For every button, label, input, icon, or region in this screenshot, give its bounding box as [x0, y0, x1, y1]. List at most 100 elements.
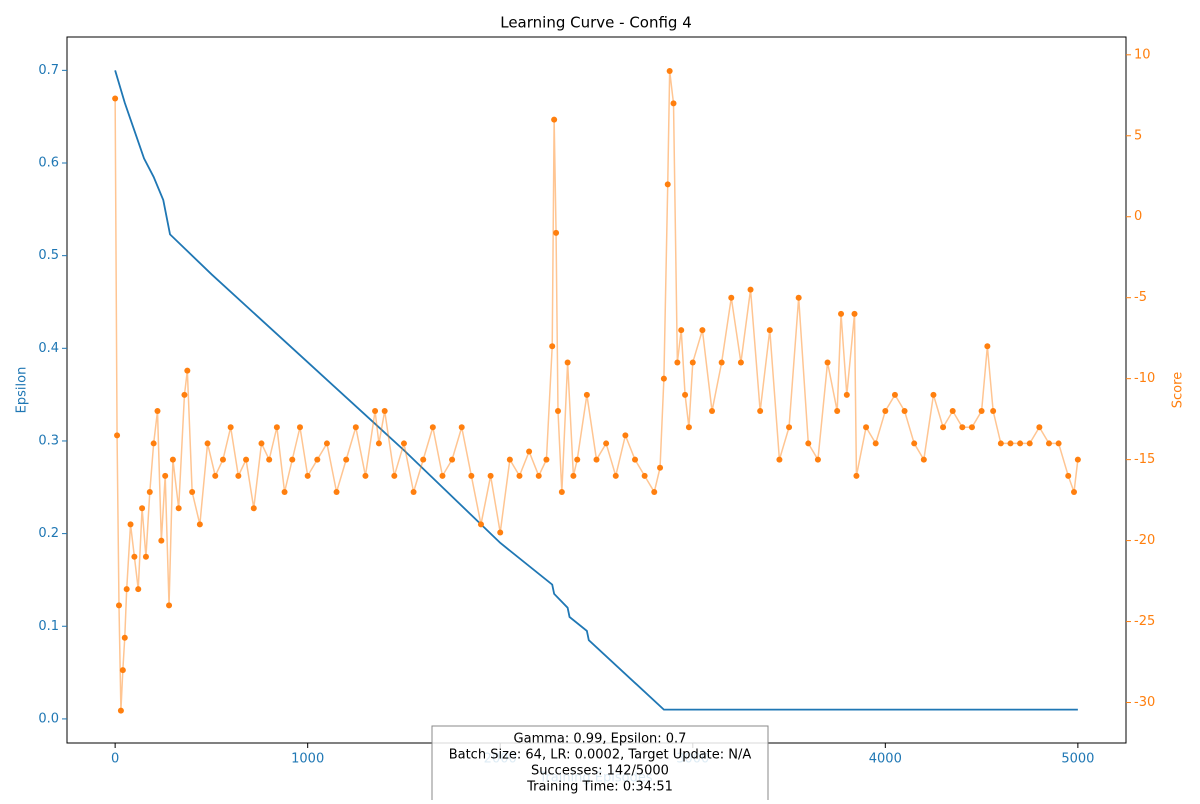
- score-point: [766, 327, 773, 334]
- score-point: [959, 424, 966, 431]
- series-line: [114, 70, 1079, 711]
- score-point: [131, 553, 138, 560]
- y2-tick-label: 0: [1134, 209, 1142, 224]
- score-point: [612, 472, 619, 479]
- y-tick-label: 0.6: [38, 156, 59, 171]
- score-point: [949, 408, 956, 415]
- y-tick-label: 0.0: [38, 711, 59, 726]
- score-point: [795, 294, 802, 301]
- chart-title: Learning Curve - Config 4: [500, 14, 692, 32]
- score-point: [1017, 440, 1024, 447]
- annotation-line: Successes: 142/5000: [531, 764, 669, 779]
- y-tick-label: 0.5: [38, 248, 59, 263]
- annotation-line: Training Time: 0:34:51: [526, 780, 673, 795]
- score-point: [1026, 440, 1033, 447]
- score-point: [323, 440, 330, 447]
- y-tick-label: 0.1: [38, 619, 59, 634]
- score-point: [660, 375, 667, 382]
- y2-tick-label: -30: [1134, 695, 1155, 710]
- score-point: [166, 602, 173, 609]
- score-point: [564, 359, 571, 366]
- score-point: [843, 391, 850, 398]
- score-point: [343, 456, 350, 463]
- score-point: [127, 521, 134, 528]
- score-point: [535, 472, 542, 479]
- score-point: [1007, 440, 1014, 447]
- score-point: [391, 472, 398, 479]
- score-point: [400, 440, 407, 447]
- score-point: [805, 440, 812, 447]
- score-point: [526, 448, 533, 455]
- score-point: [718, 359, 725, 366]
- score-point: [439, 472, 446, 479]
- score-point: [372, 408, 379, 415]
- score-point: [786, 424, 793, 431]
- score-point: [487, 472, 494, 479]
- score-point: [757, 408, 764, 415]
- score-point: [243, 456, 250, 463]
- score-point: [1065, 472, 1072, 479]
- score-point: [497, 529, 504, 536]
- score-point: [235, 472, 242, 479]
- score-point: [154, 408, 161, 415]
- score-point: [882, 408, 889, 415]
- score-point: [674, 359, 681, 366]
- score-point: [381, 408, 388, 415]
- score-point: [468, 472, 475, 479]
- score-point: [115, 602, 122, 609]
- score-point: [670, 100, 677, 107]
- score-point: [984, 343, 991, 350]
- y-tick-label: 0.7: [38, 63, 59, 78]
- score-point: [162, 472, 169, 479]
- y-tick-label: 0.3: [38, 433, 59, 448]
- score-point: [142, 553, 149, 560]
- score-point: [146, 489, 153, 496]
- y2-tick-label: -25: [1134, 614, 1155, 629]
- score-point: [554, 408, 561, 415]
- score-point: [135, 586, 142, 593]
- score-point: [776, 456, 783, 463]
- y2-tick-label: 10: [1134, 47, 1151, 62]
- score-point: [169, 456, 176, 463]
- score-point: [181, 391, 188, 398]
- score-point: [940, 424, 947, 431]
- score-point: [314, 456, 321, 463]
- y2-tick-label: -5: [1134, 290, 1147, 305]
- score-point: [641, 472, 648, 479]
- score-point: [1055, 440, 1062, 447]
- score-point: [204, 440, 211, 447]
- score-point: [682, 391, 689, 398]
- score-point: [689, 359, 696, 366]
- score-point: [549, 343, 556, 350]
- score-point: [296, 424, 303, 431]
- score-point: [121, 634, 128, 641]
- plot-frame: [66, 36, 1127, 744]
- score-point: [212, 472, 219, 479]
- x-tick-label: 4000: [869, 752, 902, 767]
- score-point: [838, 310, 845, 317]
- score-point: [1074, 456, 1081, 463]
- score-point: [1036, 424, 1043, 431]
- score-point: [699, 327, 706, 334]
- score-point: [997, 440, 1004, 447]
- score-point: [930, 391, 937, 398]
- score-point: [506, 456, 513, 463]
- score-point: [410, 489, 417, 496]
- score-point: [184, 367, 191, 374]
- score-point: [289, 456, 296, 463]
- score-point: [119, 667, 126, 674]
- y-tick-label: 0.2: [38, 526, 59, 541]
- score-point: [123, 586, 130, 593]
- score-point: [651, 489, 658, 496]
- score-point: [112, 95, 119, 102]
- score-point: [863, 424, 870, 431]
- x-tick-label: 0: [111, 752, 119, 767]
- y2-tick-label: -20: [1134, 533, 1155, 548]
- y2-axis-label: Score: [1171, 372, 1186, 408]
- x-tick-label: 5000: [1061, 752, 1094, 767]
- score-point: [851, 310, 858, 317]
- score-point: [150, 440, 157, 447]
- score-point: [570, 472, 577, 479]
- y-axis-label: Epsilon: [15, 367, 30, 414]
